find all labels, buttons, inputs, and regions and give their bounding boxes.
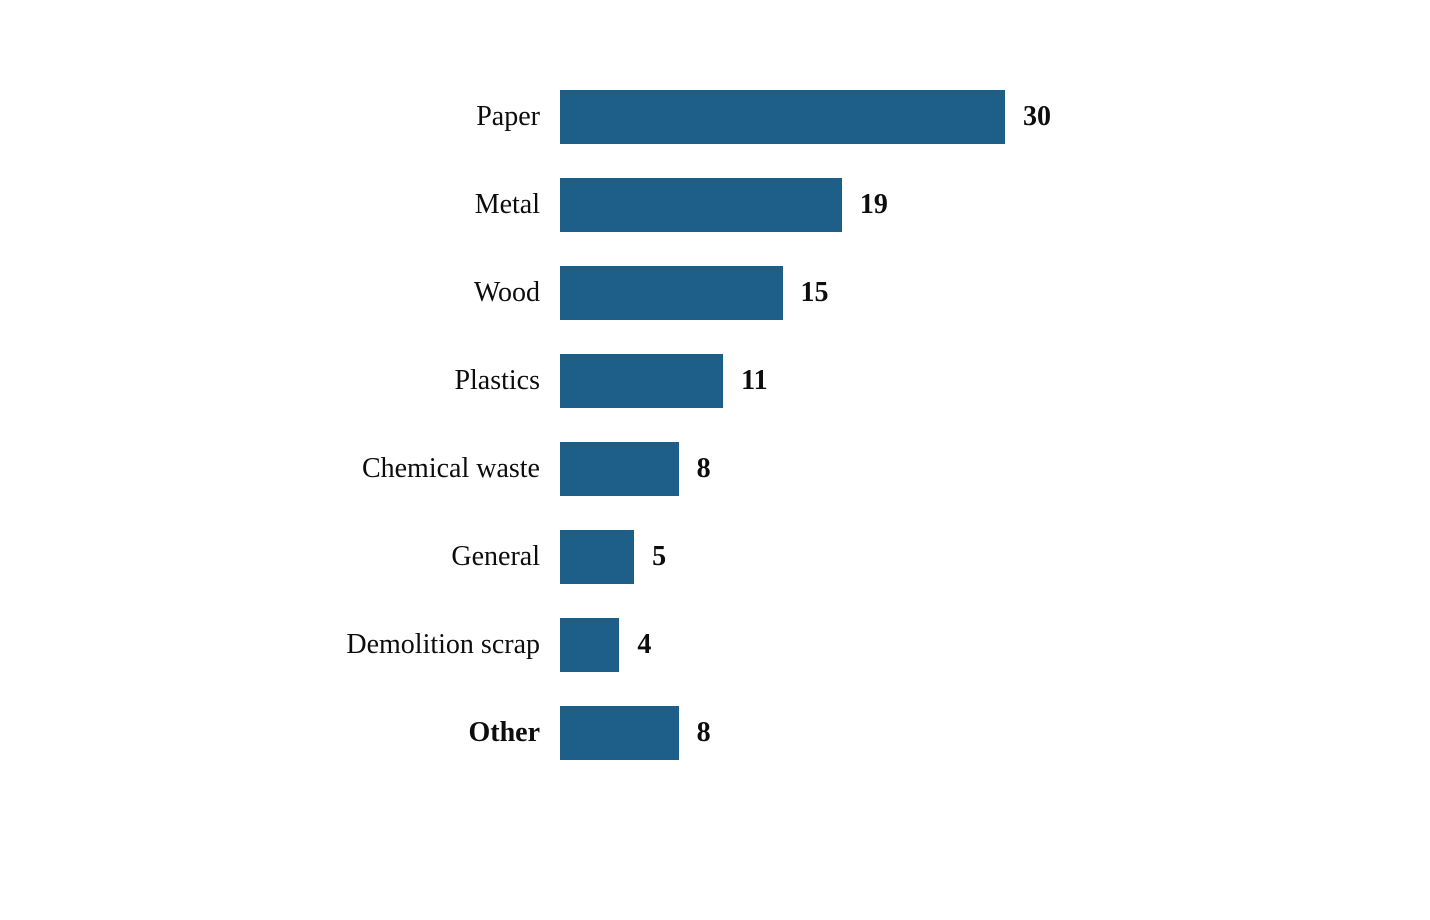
bar xyxy=(560,178,842,232)
bar-area: 19 xyxy=(560,178,1140,232)
bar-row: Chemical waste 8 xyxy=(280,442,1140,496)
bar xyxy=(560,530,634,584)
bar-label: Metal xyxy=(280,189,560,221)
bar-row: Other 8 xyxy=(280,706,1140,760)
bar-value: 8 xyxy=(697,453,711,485)
bar-row: General 5 xyxy=(280,530,1140,584)
bar-label: Paper xyxy=(280,101,560,133)
bar xyxy=(560,618,619,672)
bar-label: Plastics xyxy=(280,365,560,397)
bar-area: 30 xyxy=(560,90,1140,144)
bar xyxy=(560,266,783,320)
bar xyxy=(560,442,679,496)
bar-row: Metal 19 xyxy=(280,178,1140,232)
bar xyxy=(560,706,679,760)
bar-label: Wood xyxy=(280,277,560,309)
bar-label: General xyxy=(280,541,560,573)
bar-row: Paper 30 xyxy=(280,90,1140,144)
bar xyxy=(560,354,723,408)
bar-area: 8 xyxy=(560,442,1140,496)
bar-area: 8 xyxy=(560,706,1140,760)
bar xyxy=(560,90,1005,144)
bar-area: 4 xyxy=(560,618,1140,672)
bar-label: Chemical waste xyxy=(280,453,560,485)
horizontal-bar-chart: Paper 30 Metal 19 Wood 15 Plastics 11 Chemical w… xyxy=(280,90,1140,794)
bar-row: Plastics 11 xyxy=(280,354,1140,408)
bar-row: Demolition scrap 4 xyxy=(280,618,1140,672)
bar-label: Demolition scrap xyxy=(280,629,560,661)
bar-value: 11 xyxy=(741,365,767,397)
bar-value: 5 xyxy=(652,541,666,573)
bar-label: Other xyxy=(280,717,560,749)
bar-value: 4 xyxy=(637,629,651,661)
bar-row: Wood 15 xyxy=(280,266,1140,320)
bar-area: 11 xyxy=(560,354,1140,408)
bar-area: 15 xyxy=(560,266,1140,320)
bar-value: 19 xyxy=(860,189,888,221)
bar-value: 8 xyxy=(697,717,711,749)
bar-value: 30 xyxy=(1023,101,1051,133)
bar-value: 15 xyxy=(801,277,829,309)
bar-area: 5 xyxy=(560,530,1140,584)
